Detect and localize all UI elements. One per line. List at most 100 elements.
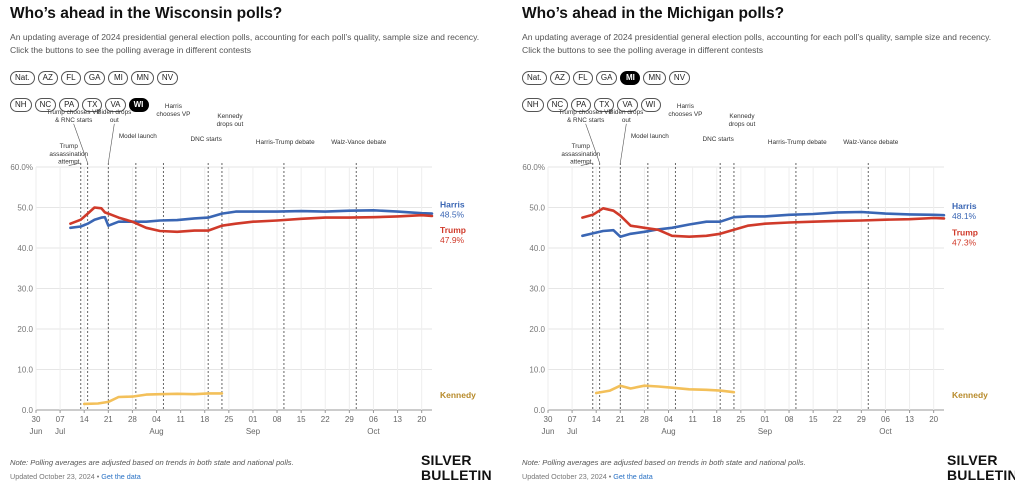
- state-button-pa[interactable]: PA: [59, 98, 80, 112]
- series-value-trump: 47.3%: [952, 237, 977, 247]
- event-label: drops out: [217, 121, 244, 128]
- state-button-ga[interactable]: GA: [595, 71, 618, 85]
- state-button-nat[interactable]: Nat.: [522, 71, 547, 85]
- event-label: Harris: [165, 103, 182, 110]
- x-tick-label: 22: [833, 415, 842, 424]
- updated-line: Updated October 23, 2024 • Get the data: [10, 472, 141, 481]
- michigan-panel: Who’s ahead in the Michigan polls? An up…: [520, 0, 1015, 493]
- get-data-link[interactable]: Get the data: [101, 472, 141, 481]
- state-button-nh[interactable]: NH: [522, 98, 544, 112]
- x-month-label: Oct: [367, 427, 380, 436]
- x-tick-label: 22: [321, 415, 330, 424]
- updated-line: Updated October 23, 2024 • Get the data: [522, 472, 653, 481]
- series-line-kennedy: [594, 384, 736, 395]
- state-button-mn[interactable]: MN: [131, 71, 154, 85]
- series-line-kennedy: [82, 392, 224, 406]
- series-label-harris: Harris: [952, 201, 977, 211]
- panel-title: Who’s ahead in the Michigan polls?: [522, 5, 785, 22]
- panel-title: Who’s ahead in the Wisconsin polls?: [10, 5, 283, 22]
- get-data-link[interactable]: Get the data: [613, 472, 653, 481]
- logo-line-1: SILVER: [421, 452, 472, 468]
- x-month-label: Aug: [149, 427, 163, 436]
- y-tick-label: 60.0%: [10, 163, 33, 172]
- event-label: Kennedy: [729, 113, 755, 120]
- state-button-nc[interactable]: NC: [34, 98, 57, 112]
- state-buttons-row-2: NH NC PA TX VA WI: [10, 98, 149, 112]
- state-button-nv[interactable]: NV: [156, 71, 179, 85]
- state-button-nc[interactable]: NC: [546, 98, 569, 112]
- series-label-trump: Trump: [440, 225, 466, 235]
- state-button-tx[interactable]: TX: [82, 98, 103, 112]
- state-button-az[interactable]: AZ: [549, 71, 570, 85]
- state-button-wi[interactable]: WI: [640, 98, 661, 112]
- state-button-fl[interactable]: FL: [572, 71, 593, 85]
- polling-average-chart: 0.0 10.0 20.0 30.0 40.0 50.0 60.0% 30 Jun 07 Jul 14…: [10, 103, 476, 436]
- event-label: DNC starts: [191, 136, 222, 143]
- x-tick-label: 18: [200, 415, 209, 424]
- x-tick-label: 25: [224, 415, 233, 424]
- updated-date: Updated October 23, 2024 •: [10, 472, 100, 481]
- state-button-nh[interactable]: NH: [10, 98, 32, 112]
- y-tick-label: 20.0: [17, 325, 33, 334]
- x-tick-label: 06: [369, 415, 378, 424]
- event-leader-line: [68, 162, 81, 166]
- x-tick-label: 11: [176, 415, 185, 424]
- logo-line-1: SILVER: [947, 452, 998, 468]
- state-button-ga[interactable]: GA: [83, 71, 106, 85]
- x-tick-label: 30: [32, 415, 41, 424]
- state-button-nv[interactable]: NV: [668, 71, 691, 85]
- x-tick-label: 08: [273, 415, 282, 424]
- event-label: attempt: [58, 159, 80, 166]
- x-tick-label: 29: [345, 415, 354, 424]
- x-tick-label: 11: [688, 415, 697, 424]
- state-button-va[interactable]: VA: [105, 98, 126, 112]
- state-button-nat[interactable]: Nat.: [10, 71, 35, 85]
- x-tick-label: 15: [297, 415, 306, 424]
- x-month-label: Aug: [661, 427, 675, 436]
- state-button-mi[interactable]: MI: [108, 71, 129, 85]
- x-tick-label: 04: [152, 415, 161, 424]
- y-tick-label: 10.0: [17, 366, 33, 375]
- x-month-label: Sep: [758, 427, 773, 436]
- series-line-harris: [581, 210, 946, 238]
- state-button-az[interactable]: AZ: [37, 71, 58, 85]
- event-label: chooses VP: [668, 111, 702, 118]
- event-label: Biden drops: [609, 109, 643, 116]
- event-label: DNC starts: [703, 136, 734, 143]
- state-button-mn[interactable]: MN: [643, 71, 666, 85]
- event-label: Walz-Vance debate: [331, 139, 387, 146]
- x-month-label: Sep: [246, 427, 261, 436]
- event-label: Biden drops: [97, 109, 131, 116]
- footnote: Note: Polling averages are adjusted base…: [522, 458, 806, 467]
- state-button-va[interactable]: VA: [617, 98, 638, 112]
- x-tick-label: 14: [80, 415, 89, 424]
- state-button-pa[interactable]: PA: [571, 98, 592, 112]
- event-label: & RNC starts: [55, 117, 92, 124]
- event-label: Kennedy: [217, 113, 243, 120]
- state-buttons-row-1: Nat. AZ FL GA MI MN NV: [10, 71, 179, 85]
- x-tick-label: 25: [736, 415, 745, 424]
- x-tick-label: 29: [857, 415, 866, 424]
- x-month-label: Jun: [30, 427, 43, 436]
- x-tick-label: 21: [104, 415, 113, 424]
- event-label: Trump chooses VP: [559, 109, 613, 116]
- state-buttons-row-1: Nat. AZ FL GA MI MN NV: [522, 71, 691, 85]
- y-tick-label: 0.0: [534, 406, 546, 415]
- x-tick-label: 13: [393, 415, 402, 424]
- event-label: Harris-Trump debate: [256, 139, 315, 146]
- silver-bulletin-logo: SILVER BULLETIN: [947, 452, 1015, 483]
- state-button-fl[interactable]: FL: [60, 71, 81, 85]
- x-tick-label: 14: [592, 415, 601, 424]
- event-label: out: [622, 117, 631, 124]
- y-tick-label: 50.0: [17, 204, 33, 213]
- event-leader-line: [580, 162, 593, 166]
- event-label: Harris: [677, 103, 694, 110]
- polling-average-chart: 0.0 10.0 20.0 30.0 40.0 50.0 60.0% 30 Jun 07 Jul 14…: [522, 103, 988, 436]
- x-tick-label: 18: [712, 415, 721, 424]
- state-button-mi[interactable]: MI: [620, 71, 641, 85]
- y-tick-label: 0.0: [22, 406, 34, 415]
- series-label-kennedy: Kennedy: [952, 390, 988, 400]
- wisconsin-panel: Who’s ahead in the Wisconsin polls? An u…: [8, 0, 505, 493]
- state-button-tx[interactable]: TX: [594, 98, 615, 112]
- state-button-wi[interactable]: WI: [128, 98, 149, 112]
